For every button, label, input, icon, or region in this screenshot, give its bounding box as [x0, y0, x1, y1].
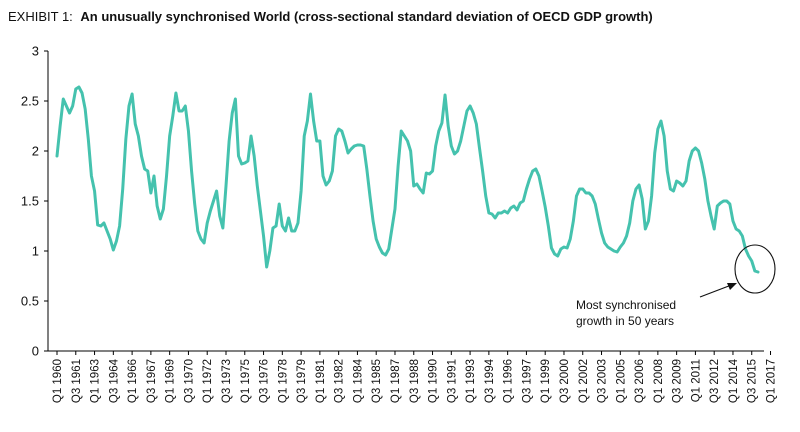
- x-tick-label: Q1 1960: [52, 359, 64, 403]
- x-tick-label: Q3 2006: [634, 359, 646, 403]
- annotation-arrow: [699, 283, 735, 298]
- x-tick-label: Q1 2002: [578, 359, 590, 403]
- x-tick-label: Q1 1972: [202, 359, 214, 403]
- annotation-line-2: growth in 50 years: [576, 314, 674, 328]
- annotation-line-1: Most synchronised: [576, 298, 676, 312]
- x-tick-label: Q1 1981: [315, 359, 327, 403]
- x-tick-label: Q3 1994: [484, 358, 496, 403]
- x-tick-label: Q3 1991: [446, 359, 458, 403]
- y-tick-label: 0.5: [21, 294, 39, 309]
- x-tick-label: Q3 2012: [709, 359, 721, 403]
- x-tick-label: Q3 2015: [747, 359, 759, 403]
- x-tick-label: Q1 1990: [428, 359, 440, 403]
- x-tick-label: Q1 1999: [540, 359, 552, 403]
- series-line: [55, 85, 760, 274]
- x-tick-label: Q3 1973: [221, 359, 233, 403]
- x-tick-label: Q1 2008: [653, 359, 665, 403]
- y-tick-label: 0: [32, 344, 39, 359]
- x-tick-label: Q3 2000: [559, 359, 571, 403]
- x-tick-label: Q3 1982: [334, 359, 346, 403]
- x-tick-label: Q1 2014: [728, 358, 740, 403]
- x-tick-label: Q1 2017: [766, 359, 778, 403]
- x-tick-label: Q3 1979: [296, 359, 308, 403]
- y-axis-ticks: 0 0.5 1 1.5 2 2.5 3: [21, 44, 48, 359]
- x-tick-label: Q1 1969: [165, 359, 177, 403]
- exhibit-title: An unusually synchronised World (cross-s…: [80, 9, 653, 24]
- x-tick-label: Q3 1976: [259, 359, 271, 403]
- exhibit-label: EXHIBIT 1:: [8, 9, 73, 24]
- y-tick-label: 2.5: [21, 94, 39, 109]
- x-tick-label: Q3 1961: [71, 359, 83, 403]
- x-tick-label: Q1 1975: [240, 359, 252, 403]
- x-tick-label: Q1 1993: [465, 359, 477, 403]
- x-tick-label: Q1 1984: [352, 358, 364, 403]
- y-tick-label: 3: [32, 44, 39, 59]
- x-tick-label: Q1 1978: [277, 359, 289, 403]
- x-tick-label: Q3 1964: [108, 358, 120, 403]
- chart-title: EXHIBIT 1: An unusually synchronised Wor…: [8, 9, 653, 24]
- highlight-circle: [734, 244, 776, 294]
- x-tick-label: Q1 1987: [390, 359, 402, 403]
- x-tick-label: Q3 1985: [371, 359, 383, 403]
- x-tick-label: Q1 2011: [690, 359, 702, 402]
- y-tick-label: 1.5: [21, 194, 39, 209]
- y-tick-label: 1: [32, 244, 39, 259]
- x-tick-label: Q3 1970: [183, 359, 195, 403]
- x-tick-label: Q1 1996: [503, 359, 515, 403]
- annotation-arrowhead: [727, 283, 737, 290]
- x-tick-label: Q3 2003: [597, 359, 609, 403]
- x-tick-label: Q3 1988: [409, 359, 421, 403]
- x-tick-label: Q1 1963: [90, 359, 102, 403]
- x-tick-label: Q1 2005: [615, 359, 627, 403]
- x-tick-label: Q3 2009: [672, 359, 684, 403]
- x-tick-label: Q1 1966: [127, 359, 139, 403]
- x-tick-label: Q3 1997: [521, 359, 533, 403]
- y-tick-label: 2: [32, 144, 39, 159]
- x-tick-label: Q3 1967: [146, 359, 158, 403]
- x-axis-ticks: Q1 1960 Q3 1961 Q1 1963 Q3 1964 Q1 1966 Q3 19…: [52, 351, 778, 403]
